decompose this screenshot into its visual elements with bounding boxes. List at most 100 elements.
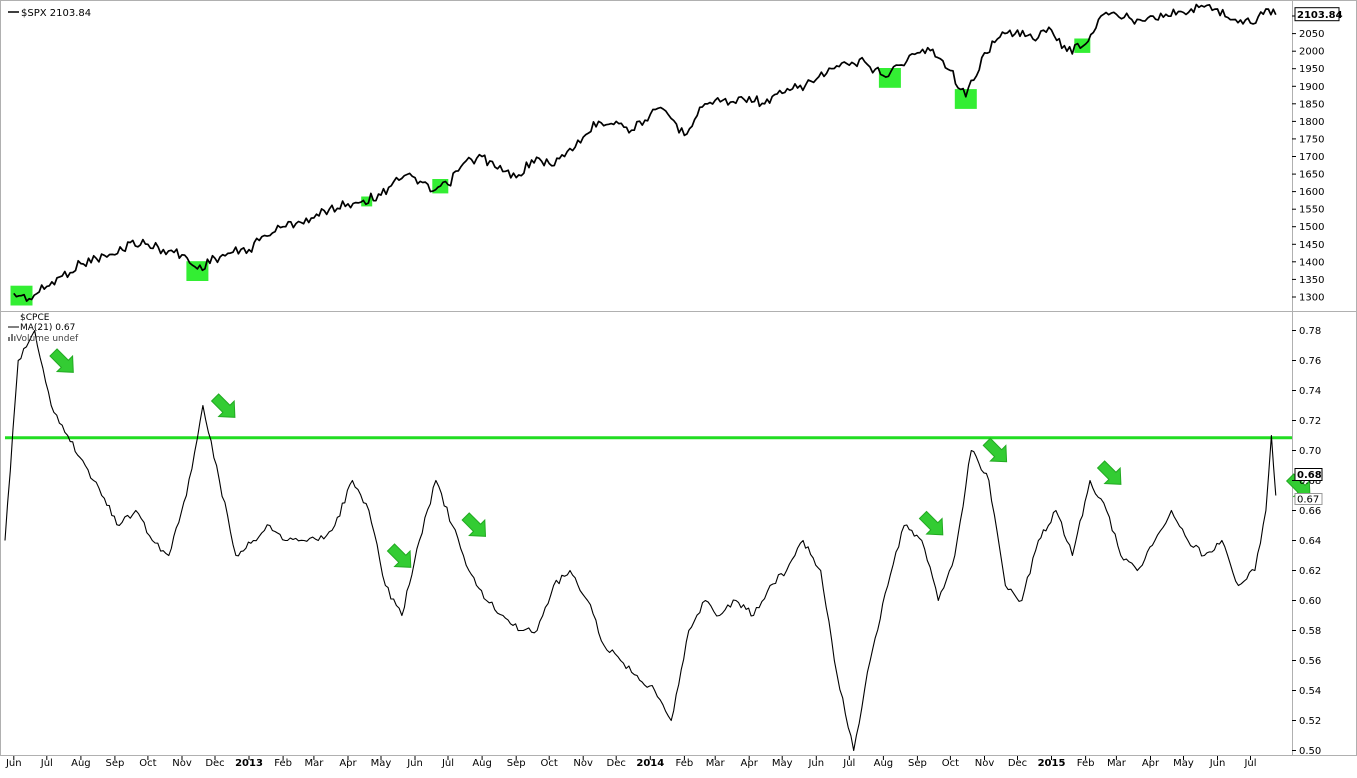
spx-y-tick-label: 1750 bbox=[1299, 134, 1324, 145]
arrow-marker bbox=[461, 512, 487, 537]
cpce-y-tick-label: 0.54 bbox=[1299, 686, 1321, 697]
x-tick-label: Nov bbox=[975, 758, 995, 769]
cpce-y-tick-label: 0.52 bbox=[1299, 716, 1321, 727]
cpce-y-tick-label: 0.76 bbox=[1299, 356, 1321, 367]
arrow-marker bbox=[918, 510, 944, 536]
cpce-y-tick-label: 0.74 bbox=[1299, 386, 1321, 397]
cpce-ma-line bbox=[4, 329, 1277, 752]
cpce-y-tick-label: 0.70 bbox=[1299, 446, 1321, 457]
spx-last-value-label: 2103.84 bbox=[1297, 10, 1343, 21]
spx-y-tick-label: 1600 bbox=[1299, 187, 1324, 198]
cpce-y-tick-label: 0.62 bbox=[1299, 566, 1321, 577]
cpce-y-tick-label: 0.78 bbox=[1299, 326, 1321, 337]
cpce-y-tick-label: 0.68 bbox=[1299, 476, 1321, 487]
spx-y-tick-label: 1900 bbox=[1299, 82, 1324, 93]
ma-label: MA(21) 0.67 bbox=[20, 323, 75, 333]
spx-y-tick-label: 1950 bbox=[1299, 64, 1324, 75]
x-tick-label: 2014 bbox=[636, 758, 664, 769]
x-tick-label: Nov bbox=[573, 758, 593, 769]
x-tick-label: May bbox=[1173, 758, 1194, 769]
panel-frames bbox=[0, 0, 1357, 756]
arrow-shape bbox=[210, 393, 236, 418]
cpce-last-value-label: 0.68 bbox=[1297, 470, 1322, 481]
spx-y-tick-label: 1400 bbox=[1299, 257, 1324, 268]
x-tick-label: Nov bbox=[172, 758, 192, 769]
panel-labels: $SPX 2103.84 $CPCE MA(21) 0.67 Volume un… bbox=[8, 8, 91, 344]
x-tick-label: Jun bbox=[5, 758, 22, 769]
spx-y-tick-label: 2000 bbox=[1299, 47, 1324, 58]
x-tick-label: May bbox=[772, 758, 793, 769]
series-lines bbox=[4, 3, 1277, 752]
highlight-boxes bbox=[10, 38, 1091, 306]
x-tick-label: Oct bbox=[139, 758, 156, 769]
ma-last-value-label: 0.67 bbox=[1297, 495, 1319, 506]
spx-y-tick-label: 1850 bbox=[1299, 99, 1324, 110]
spx-y-tick-label: 1500 bbox=[1299, 222, 1324, 233]
spx-y-tick-label: 1800 bbox=[1299, 117, 1324, 128]
spx-title: $SPX 2103.84 bbox=[21, 8, 91, 19]
highlight-box bbox=[954, 89, 977, 109]
x-tick-label: Jun bbox=[807, 758, 824, 769]
x-tick-label: Apr bbox=[741, 758, 759, 769]
x-tick-label: Dec bbox=[607, 758, 626, 769]
highlight-box bbox=[361, 196, 373, 207]
volume-label: Volume undef bbox=[16, 334, 79, 344]
cpce-last-value-box bbox=[1294, 468, 1323, 481]
arrow-marker bbox=[210, 393, 236, 418]
spx-y-tick-label: 1700 bbox=[1299, 152, 1324, 163]
x-tick-label: Aug bbox=[874, 758, 894, 769]
x-tick-label: Oct bbox=[942, 758, 959, 769]
highlight-box bbox=[878, 68, 901, 88]
arrow-shape bbox=[1096, 460, 1122, 485]
chart-frame bbox=[0, 0, 1357, 756]
x-tick-label: Dec bbox=[1008, 758, 1027, 769]
arrow-markers bbox=[49, 348, 1311, 568]
cpce-y-tick-label: 0.60 bbox=[1299, 596, 1321, 607]
arrow-shape bbox=[982, 437, 1008, 463]
x-tick-label: Jul bbox=[40, 758, 53, 769]
ma-last-value-box bbox=[1294, 493, 1323, 505]
cpce-y-tick-label: 0.58 bbox=[1299, 626, 1321, 637]
arrow-shape bbox=[49, 348, 74, 373]
x-tick-label: Aug bbox=[472, 758, 492, 769]
x-tick-label: Jun bbox=[1209, 758, 1226, 769]
x-tick-label: Apr bbox=[339, 758, 357, 769]
spx-y-tick-label: 2050 bbox=[1299, 29, 1324, 40]
x-tick-label: Sep bbox=[908, 758, 927, 769]
volume-legend-icon bbox=[8, 334, 16, 341]
cpce-y-tick-label: 0.64 bbox=[1299, 536, 1321, 547]
spx-y-tick-label: 1350 bbox=[1299, 275, 1324, 286]
arrow-marker bbox=[1096, 460, 1122, 485]
x-tick-label: Apr bbox=[1142, 758, 1160, 769]
arrow-marker bbox=[386, 543, 412, 568]
x-tick-label: 2013 bbox=[235, 758, 263, 769]
highlight-box bbox=[186, 261, 209, 281]
cpce-y-tick-label: 0.72 bbox=[1299, 416, 1321, 427]
y-axes: 1300 1350 1400 1450 1500 1550 1600 1650 1700 1750… bbox=[1292, 7, 1343, 757]
x-tick-label: Oct bbox=[541, 758, 558, 769]
x-tick-label: Aug bbox=[71, 758, 91, 769]
x-tick-label: 2015 bbox=[1038, 758, 1066, 769]
x-tick-label: Feb bbox=[1077, 758, 1095, 769]
x-tick-label: Mar bbox=[304, 758, 324, 769]
x-tick-label: Jul bbox=[842, 758, 855, 769]
x-tick-label: Mar bbox=[706, 758, 726, 769]
x-tick-label: Sep bbox=[105, 758, 124, 769]
arrow-shape bbox=[918, 510, 944, 536]
spx-line bbox=[13, 3, 1277, 302]
arrow-shape bbox=[386, 543, 412, 568]
cpce-y-tick-label: 0.66 bbox=[1299, 506, 1321, 517]
x-tick-label: Sep bbox=[507, 758, 526, 769]
x-tick-label: May bbox=[371, 758, 392, 769]
spx-y-tick-label: 1450 bbox=[1299, 240, 1324, 251]
arrow-marker bbox=[982, 437, 1008, 463]
arrow-shape bbox=[461, 512, 487, 537]
arrow-marker bbox=[49, 348, 74, 373]
spx-y-tick-label: 1550 bbox=[1299, 205, 1324, 216]
x-tick-label: Feb bbox=[676, 758, 694, 769]
x-tick-label: Jul bbox=[441, 758, 454, 769]
spx-y-tick-label: 1300 bbox=[1299, 293, 1324, 304]
x-tick-label: Feb bbox=[274, 758, 292, 769]
